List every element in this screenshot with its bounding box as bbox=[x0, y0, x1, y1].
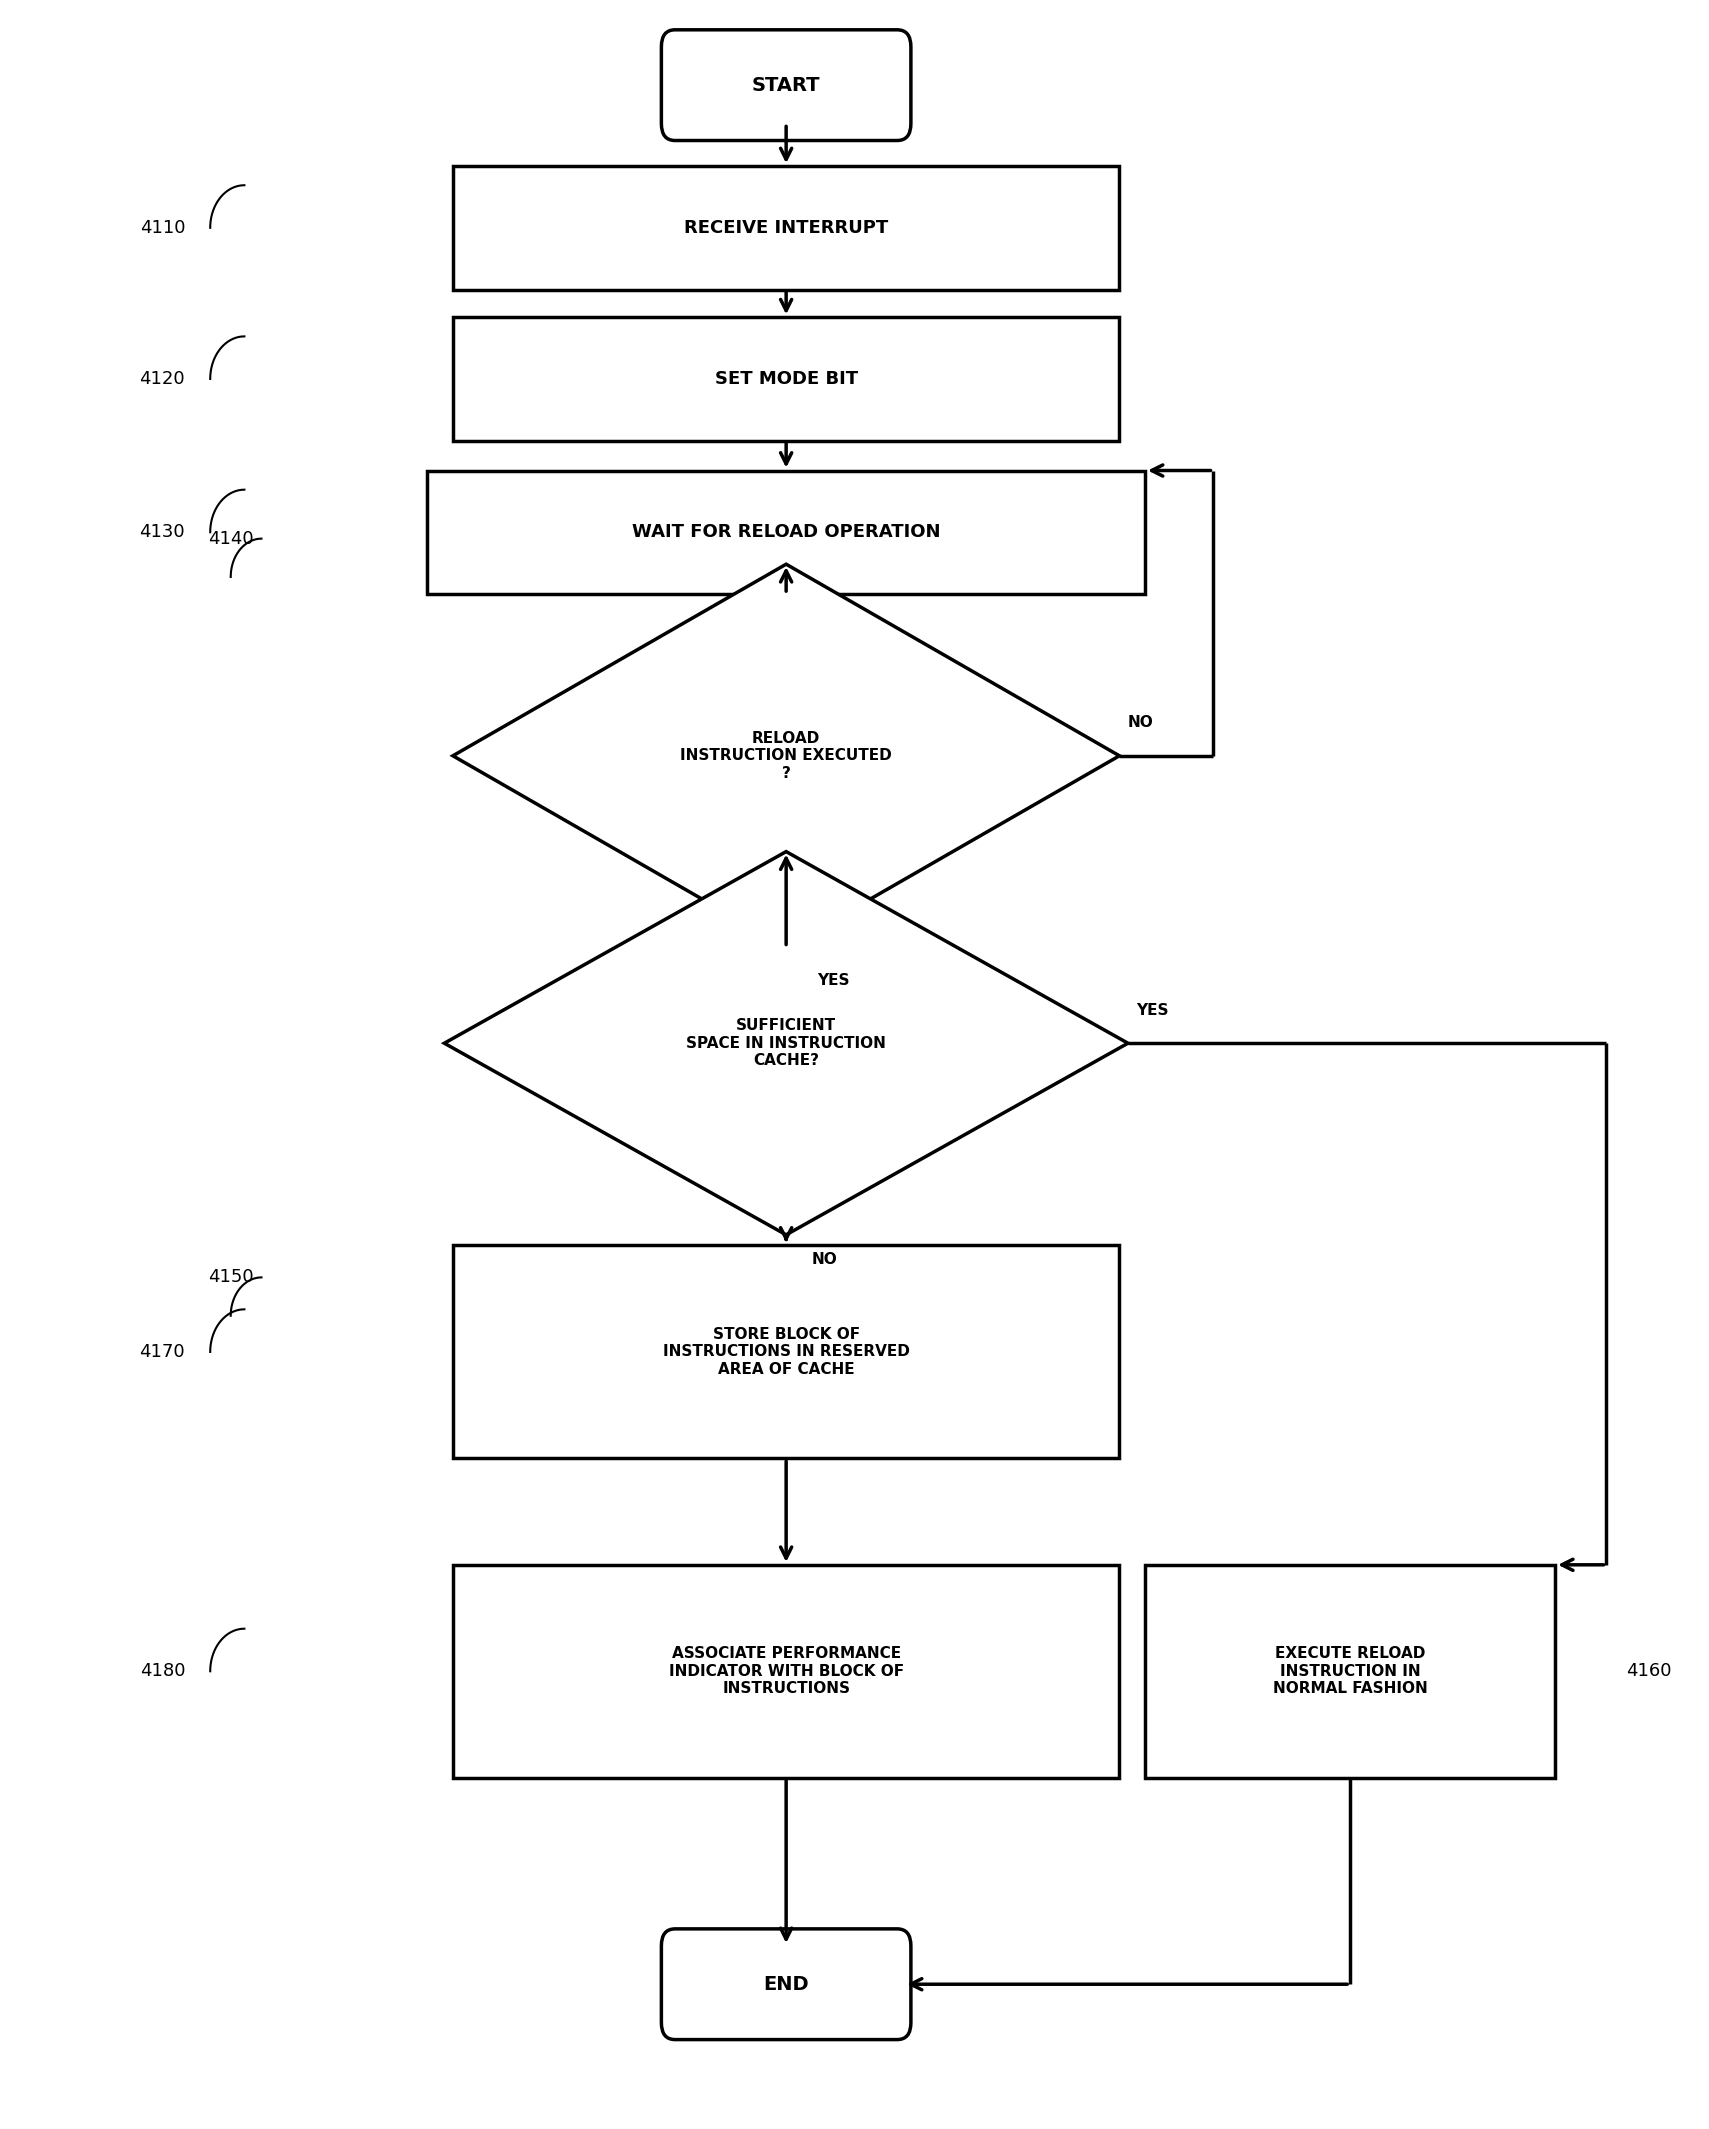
Text: 4170: 4170 bbox=[140, 1343, 185, 1360]
Text: 4110: 4110 bbox=[140, 219, 185, 236]
Text: STORE BLOCK OF
INSTRUCTIONS IN RESERVED
AREA OF CACHE: STORE BLOCK OF INSTRUCTIONS IN RESERVED … bbox=[663, 1326, 909, 1377]
Text: 4140: 4140 bbox=[208, 530, 253, 547]
Text: START: START bbox=[752, 77, 820, 94]
Bar bbox=[453, 1565, 1119, 1778]
Text: 4160: 4160 bbox=[1627, 1663, 1671, 1680]
Text: RELOAD
INSTRUCTION EXECUTED
?: RELOAD INSTRUCTION EXECUTED ? bbox=[680, 730, 892, 781]
Text: ASSOCIATE PERFORMANCE
INDICATOR WITH BLOCK OF
INSTRUCTIONS: ASSOCIATE PERFORMANCE INDICATOR WITH BLO… bbox=[668, 1646, 904, 1697]
Bar bbox=[453, 166, 1119, 290]
Text: YES: YES bbox=[817, 973, 849, 988]
FancyBboxPatch shape bbox=[661, 30, 911, 141]
Text: WAIT FOR RELOAD OPERATION: WAIT FOR RELOAD OPERATION bbox=[632, 524, 940, 541]
Polygon shape bbox=[453, 564, 1119, 947]
Text: 4120: 4120 bbox=[140, 370, 185, 387]
Text: 4180: 4180 bbox=[140, 1663, 185, 1680]
Text: EXECUTE RELOAD
INSTRUCTION IN
NORMAL FASHION: EXECUTE RELOAD INSTRUCTION IN NORMAL FAS… bbox=[1273, 1646, 1427, 1697]
Bar bbox=[453, 1245, 1119, 1458]
Text: NO: NO bbox=[1128, 715, 1154, 730]
Bar bbox=[1145, 1565, 1555, 1778]
Text: 4130: 4130 bbox=[140, 524, 185, 541]
Text: NO: NO bbox=[812, 1252, 837, 1267]
Text: SUFFICIENT
SPACE IN INSTRUCTION
CACHE?: SUFFICIENT SPACE IN INSTRUCTION CACHE? bbox=[687, 1018, 885, 1069]
Bar bbox=[427, 471, 1145, 594]
Polygon shape bbox=[444, 852, 1128, 1235]
FancyBboxPatch shape bbox=[661, 1929, 911, 2040]
Text: RECEIVE INTERRUPT: RECEIVE INTERRUPT bbox=[684, 219, 889, 236]
Bar bbox=[453, 317, 1119, 441]
Text: END: END bbox=[764, 1976, 808, 1993]
Text: 4150: 4150 bbox=[208, 1269, 253, 1286]
Text: SET MODE BIT: SET MODE BIT bbox=[714, 370, 858, 387]
Text: YES: YES bbox=[1136, 1003, 1169, 1018]
